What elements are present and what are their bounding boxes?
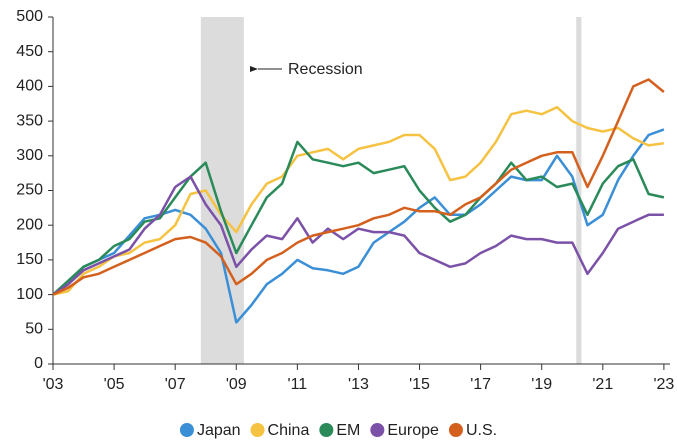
x-tick-label: '19 (531, 376, 552, 393)
x-tick-label: '15 (409, 376, 430, 393)
y-tick-label: 50 (25, 321, 43, 338)
y-tick-label: 450 (16, 43, 43, 60)
x-tick-label: '05 (104, 376, 125, 393)
legend: Japan China EM Europe U.S. (179, 422, 497, 439)
y-tick-label: 150 (16, 251, 43, 268)
legend-label: EM (336, 422, 360, 439)
legend-swatch (179, 423, 194, 437)
x-tick-label: '09 (226, 376, 247, 393)
legend-label: Japan (197, 422, 241, 439)
series-line (52, 78, 665, 296)
y-tick-label: 400 (16, 78, 43, 95)
y-tick-label: 100 (16, 286, 43, 303)
y-tick-label: 350 (16, 112, 43, 129)
recession-band (576, 17, 582, 364)
legend-swatch (250, 423, 265, 437)
x-tick-label: '13 (348, 376, 369, 393)
legend-swatch (448, 423, 463, 437)
series-line (52, 105, 665, 296)
legend-label: China (268, 422, 310, 439)
legend-label: U.S. (466, 422, 497, 439)
y-tick-label: 200 (16, 216, 43, 233)
x-tick-label: '07 (165, 376, 186, 393)
series-line (52, 128, 665, 324)
x-tick-label: '11 (288, 376, 308, 393)
x-tick-label: '21 (592, 376, 613, 393)
series-line (52, 175, 664, 296)
x-tick-label: '03 (43, 376, 64, 393)
y-tick-label: 300 (16, 147, 43, 164)
x-tick-label: '23 (653, 376, 674, 393)
y-tick-label: 250 (16, 182, 43, 199)
x-tick-label: '17 (470, 376, 491, 393)
legend-swatch (319, 423, 334, 437)
legend-label: Europe (387, 422, 439, 439)
y-tick-label: 0 (34, 355, 43, 372)
recession-band (200, 17, 244, 364)
annotation: Recession (288, 61, 363, 78)
y-tick-label: 500 (16, 8, 43, 25)
legend-swatch (370, 423, 385, 437)
